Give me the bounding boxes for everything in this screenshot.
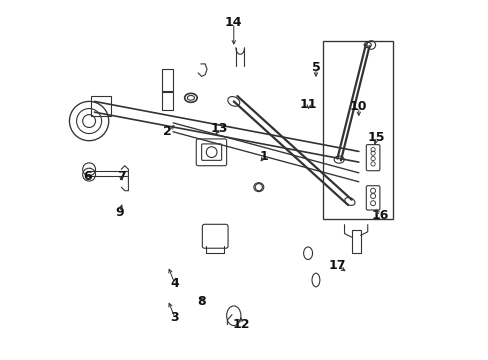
Text: 7: 7 — [117, 170, 125, 183]
Text: 10: 10 — [349, 100, 367, 113]
Text: 1: 1 — [259, 150, 268, 163]
Bar — [351, 230, 360, 253]
Text: 4: 4 — [170, 277, 179, 290]
Text: 14: 14 — [224, 16, 242, 29]
Bar — [162, 69, 173, 91]
Text: 16: 16 — [371, 209, 388, 222]
Text: 2: 2 — [163, 125, 172, 138]
Text: 12: 12 — [232, 318, 249, 331]
Text: 17: 17 — [328, 259, 346, 272]
Text: 15: 15 — [367, 131, 385, 144]
Text: 3: 3 — [170, 311, 179, 324]
Text: 5: 5 — [311, 61, 320, 74]
Text: 6: 6 — [83, 170, 91, 183]
Bar — [323, 41, 392, 219]
Bar — [91, 96, 110, 116]
Text: 8: 8 — [197, 295, 205, 308]
Text: 9: 9 — [115, 206, 123, 219]
Text: 11: 11 — [300, 99, 317, 112]
Text: 13: 13 — [210, 122, 228, 135]
Bar — [162, 93, 173, 111]
